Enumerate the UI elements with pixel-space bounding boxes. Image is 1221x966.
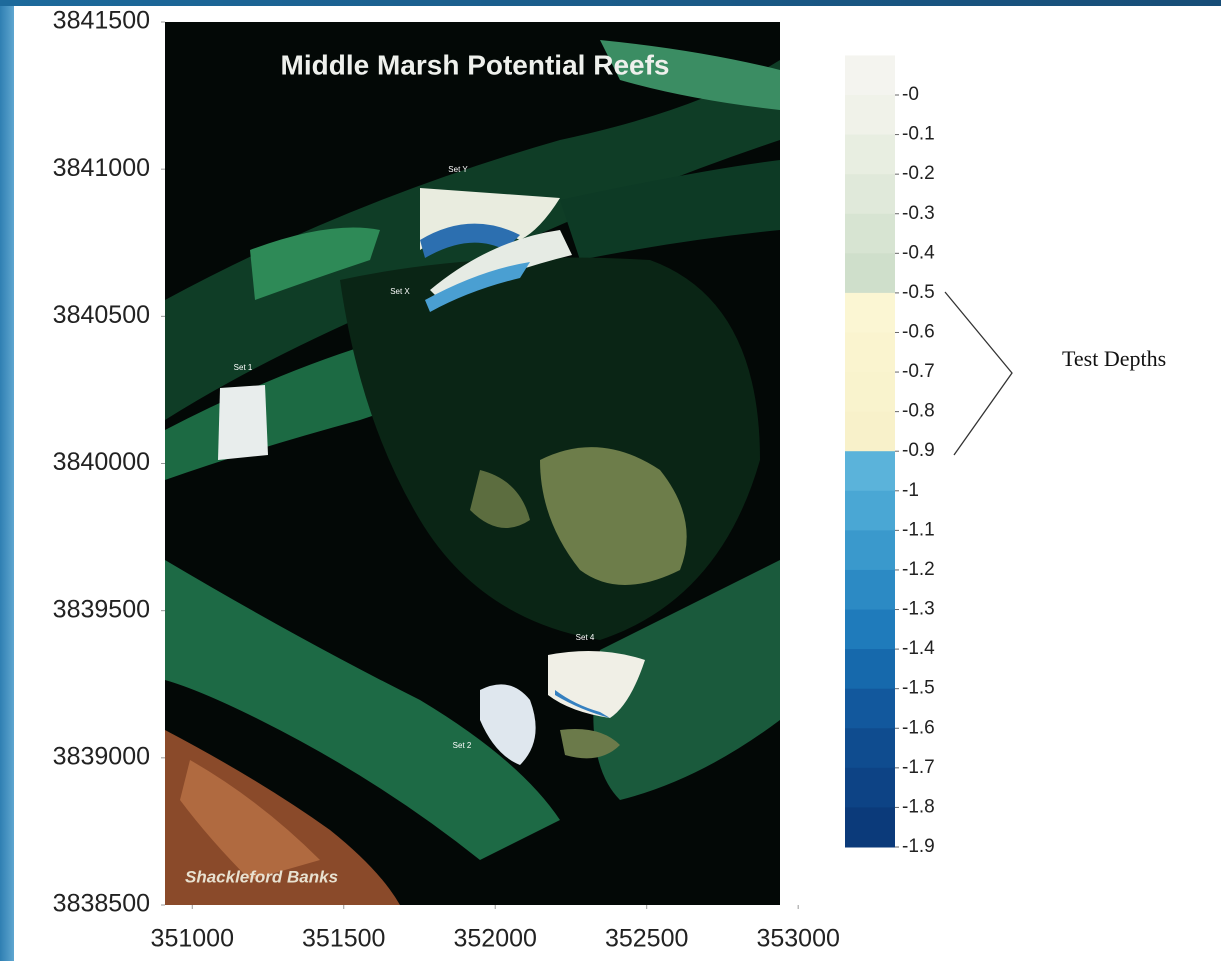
colorbar-tick-label: -0.9 [902, 440, 935, 461]
y-tick-label: 3840500 [53, 301, 150, 329]
colorbar-band [845, 95, 895, 135]
site-label: Set 1 [234, 363, 253, 372]
y-tick-label: 3839500 [53, 595, 150, 623]
site-label: Set 4 [576, 633, 595, 642]
colorbar-tick-label: -0.2 [902, 163, 935, 184]
x-tick-label: 353000 [756, 925, 839, 953]
colorbar-band [845, 55, 895, 95]
place-label: Shackleford Banks [185, 867, 338, 886]
colorbar-tick-label: -0.6 [902, 321, 935, 342]
x-tick-label: 351000 [151, 925, 234, 953]
slide-edge [0, 0, 14, 961]
colorbar-tick-label: -0 [902, 84, 919, 105]
y-tick-label: 3839000 [53, 742, 150, 770]
colorbar-band [845, 768, 895, 808]
x-tick-label: 352500 [605, 925, 688, 953]
colorbar-tick-label: -1.9 [902, 836, 935, 857]
colorbar-band [845, 649, 895, 689]
bracket [945, 292, 1012, 455]
colorbar-band [845, 451, 895, 491]
colorbar-band [845, 491, 895, 531]
colorbar-tick-label: -1.2 [902, 559, 935, 580]
x-tick-label: 352000 [454, 925, 537, 953]
colorbar-tick-label: -0.4 [902, 242, 935, 263]
colorbar-band [845, 570, 895, 610]
slide-top [0, 0, 1221, 6]
colorbar-band [845, 293, 895, 333]
x-tick-label: 351500 [302, 925, 385, 953]
colorbar-tick-label: -1.6 [902, 717, 935, 738]
colorbar-tick-label: -1 [902, 480, 919, 501]
colorbar-tick-label: -1.5 [902, 678, 935, 699]
colorbar-band [845, 412, 895, 452]
colorbar-band [845, 174, 895, 214]
colorbar-tick-label: -0.3 [902, 203, 935, 224]
colorbar-band [845, 610, 895, 650]
y-tick-label: 3838500 [53, 890, 150, 918]
colorbar-tick-label: -1.1 [902, 519, 935, 540]
colorbar-tick-label: -0.7 [902, 361, 935, 382]
y-tick-label: 3841000 [53, 154, 150, 182]
colorbar-tick-label: -1.7 [902, 757, 935, 778]
annotation: Test Depths [1062, 345, 1172, 372]
colorbar-band [845, 332, 895, 372]
colorbar-tick-label: -0.1 [902, 124, 935, 145]
colorbar-band [845, 689, 895, 729]
map-title: Middle Marsh Potential Reefs [281, 49, 670, 80]
page: Middle Marsh Potential Reefs Set Y Set X S… [0, 0, 1221, 961]
colorbar-band [845, 807, 895, 847]
map-image [165, 22, 780, 905]
colorbar-band [845, 135, 895, 175]
site-label: Set 2 [453, 741, 472, 750]
colorbar-tick-label: -1.4 [902, 638, 935, 659]
colorbar-tick-label: -0.8 [902, 401, 935, 422]
colorbar-band [845, 253, 895, 293]
y-tick-label: 3841500 [53, 7, 150, 35]
colorbar-band [845, 728, 895, 768]
y-tick-label: 3840000 [53, 448, 150, 476]
colorbar-tick-label: -1.8 [902, 796, 935, 817]
figure: Middle Marsh Potential Reefs Set Y Set X S… [0, 0, 1221, 961]
colorbar-tick-label: -1.3 [902, 599, 935, 620]
colorbar-band [845, 530, 895, 570]
site-label: Set Y [448, 165, 468, 174]
colorbar-band [845, 372, 895, 412]
colorbar-band [845, 214, 895, 254]
colorbar-tick-label: -0.5 [902, 282, 935, 303]
site-label: Set X [390, 287, 410, 296]
